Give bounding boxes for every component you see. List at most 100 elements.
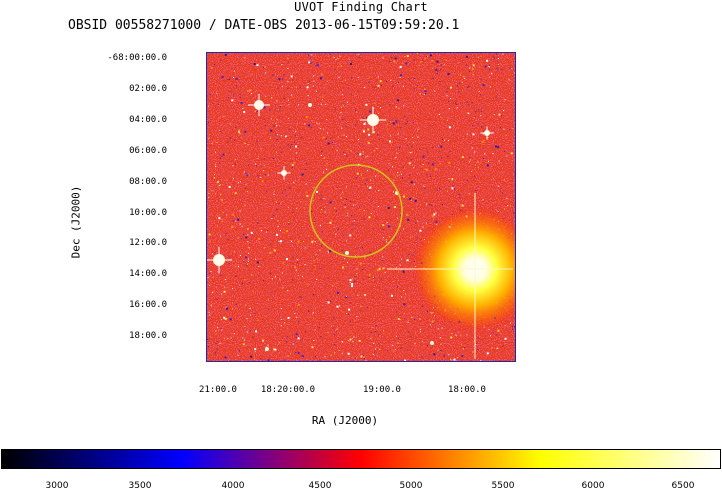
speckle [298,275,299,276]
speckle [420,329,421,330]
speckle [448,73,450,75]
speckle [373,343,374,344]
speckle [440,81,441,82]
speckle [293,212,294,213]
speckle [283,287,284,288]
speckle [462,82,463,83]
speckle [420,319,421,320]
speckle [424,94,425,95]
speckle [233,221,234,222]
speckle [415,334,416,335]
speckle [505,338,507,340]
speckle [437,61,439,63]
speckle [398,342,399,343]
speckle [208,353,209,354]
speckle [474,117,475,118]
speckle [356,358,357,359]
speckle [332,286,333,287]
speckle [417,238,418,239]
speckle [497,146,499,148]
speckle [447,91,448,92]
speckle [316,254,317,255]
speckle [351,94,352,95]
speckle [278,88,279,89]
speckle [351,61,352,62]
speckle [426,174,427,175]
speckle [240,181,241,182]
speckle [415,200,417,202]
speckle [254,63,256,65]
speckle [248,144,249,145]
speckle [475,111,476,112]
speckle [481,127,482,128]
speckle [478,338,479,339]
speckle [209,312,210,313]
speckle [245,184,246,185]
speckle [304,207,305,208]
speckle [336,283,337,284]
speckle [457,85,458,86]
speckle [222,76,224,78]
speckle [328,56,329,57]
speckle [395,157,396,158]
speckle [313,294,314,295]
speckle [314,221,315,222]
speckle [432,60,433,61]
speckle [226,214,227,215]
speckle [486,60,488,62]
speckle [329,212,330,213]
speckle [367,156,368,157]
speckle [322,99,323,100]
speckle [373,354,374,355]
speckle [250,308,251,309]
speckle [220,194,221,195]
speckle [281,64,282,65]
speckle [420,331,421,332]
speckle [464,347,465,348]
speckle [406,138,407,139]
speckle [496,54,497,55]
speckle [258,319,259,320]
speckle [383,229,384,230]
speckle [336,59,337,60]
chart-title: UVOT Finding Chart [0,0,722,14]
speckle [397,153,398,154]
speckle [288,222,289,223]
speckle [346,136,347,137]
speckle [256,165,257,166]
speckle [429,113,430,114]
speckle [337,66,338,67]
speckle [330,54,331,55]
speckle [212,292,213,293]
speckle [395,57,397,59]
speckle [378,334,379,335]
speckle [277,134,278,135]
speckle [228,360,229,361]
speckle [247,174,249,176]
speckle [279,110,280,111]
speckle [273,215,274,216]
speckle [245,256,247,258]
speckle [365,360,366,361]
speckle [331,355,332,356]
speckle [287,68,288,69]
speckle [295,135,296,136]
speckle [369,190,370,191]
speckle [467,87,468,88]
speckle [393,123,395,125]
speckle [469,71,470,72]
speckle [247,234,248,235]
speckle [471,171,472,172]
speckle [244,183,245,184]
speckle [342,119,343,120]
speckle [502,193,503,194]
speckle [439,114,440,115]
speckle [409,306,410,307]
speckle [286,195,287,196]
speckle [385,272,386,273]
speckle [293,344,294,345]
speckle [487,352,489,354]
speckle [357,173,359,175]
speckle [266,232,267,233]
speckle [208,197,209,198]
